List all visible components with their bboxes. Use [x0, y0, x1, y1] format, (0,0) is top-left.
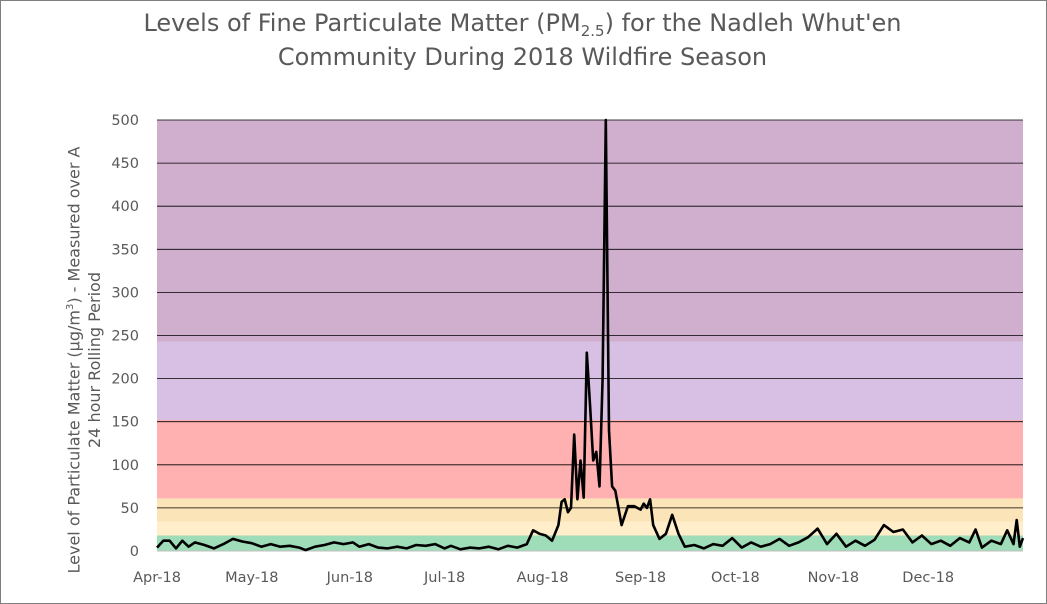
band-5	[157, 120, 1023, 342]
y-tick-label: 400	[111, 199, 139, 215]
x-tick-label: Oct-18	[711, 570, 760, 586]
y-tick-label: 300	[111, 285, 139, 301]
title-text-a: Levels of Fine Particulate Matter (PM	[143, 9, 581, 37]
x-tick-label: Nov-18	[808, 570, 860, 586]
y-tick-label: 100	[111, 458, 139, 474]
title-text-b: ) for the Nadleh Whut'en	[604, 9, 902, 37]
x-tick-label: Aug-18	[517, 570, 569, 586]
y-tick-labels: 0 50 100 150 200 250 300 350 400 450 500	[111, 113, 139, 560]
x-tick-label: Jun-18	[326, 570, 373, 586]
band-1	[157, 521, 1023, 536]
band-2	[157, 498, 1023, 522]
y-tick-label: 200	[111, 372, 139, 388]
y-tick-label: 450	[111, 156, 139, 172]
aqhi-bands	[157, 120, 1023, 551]
y-tick-label: 0	[130, 544, 139, 560]
chart-title-line-1: Levels of Fine Particulate Matter (PM2.5…	[0, 6, 1045, 40]
title-subscript: 2.5	[580, 22, 605, 40]
chart-title: Levels of Fine Particulate Matter (PM2.5…	[0, 6, 1045, 74]
x-tick-label: Jul-18	[423, 570, 465, 586]
series-group	[156, 118, 1025, 552]
y-tick-label: 350	[111, 242, 139, 258]
x-tick-label: Dec-18	[902, 570, 954, 586]
x-tick-label: Sep-18	[615, 570, 666, 586]
y-tick-label: 250	[111, 329, 139, 345]
y-tick-label: 150	[111, 415, 139, 431]
y-tick-label: 500	[111, 113, 139, 129]
y-tick-label: 50	[121, 501, 139, 517]
series-line-0	[156, 118, 1025, 552]
x-tick-labels: Apr-18 May-18 Jun-18 Jul-18 Aug-18 Sep-18 Oct-…	[133, 570, 954, 586]
x-tick-label: May-18	[225, 570, 278, 586]
chart-title-line-2: Community During 2018 Wildfire Season	[277, 43, 768, 71]
band-0	[157, 535, 1023, 551]
band-3	[157, 419, 1023, 499]
gridlines	[157, 119, 1023, 552]
x-tick-label: Apr-18	[133, 570, 181, 586]
